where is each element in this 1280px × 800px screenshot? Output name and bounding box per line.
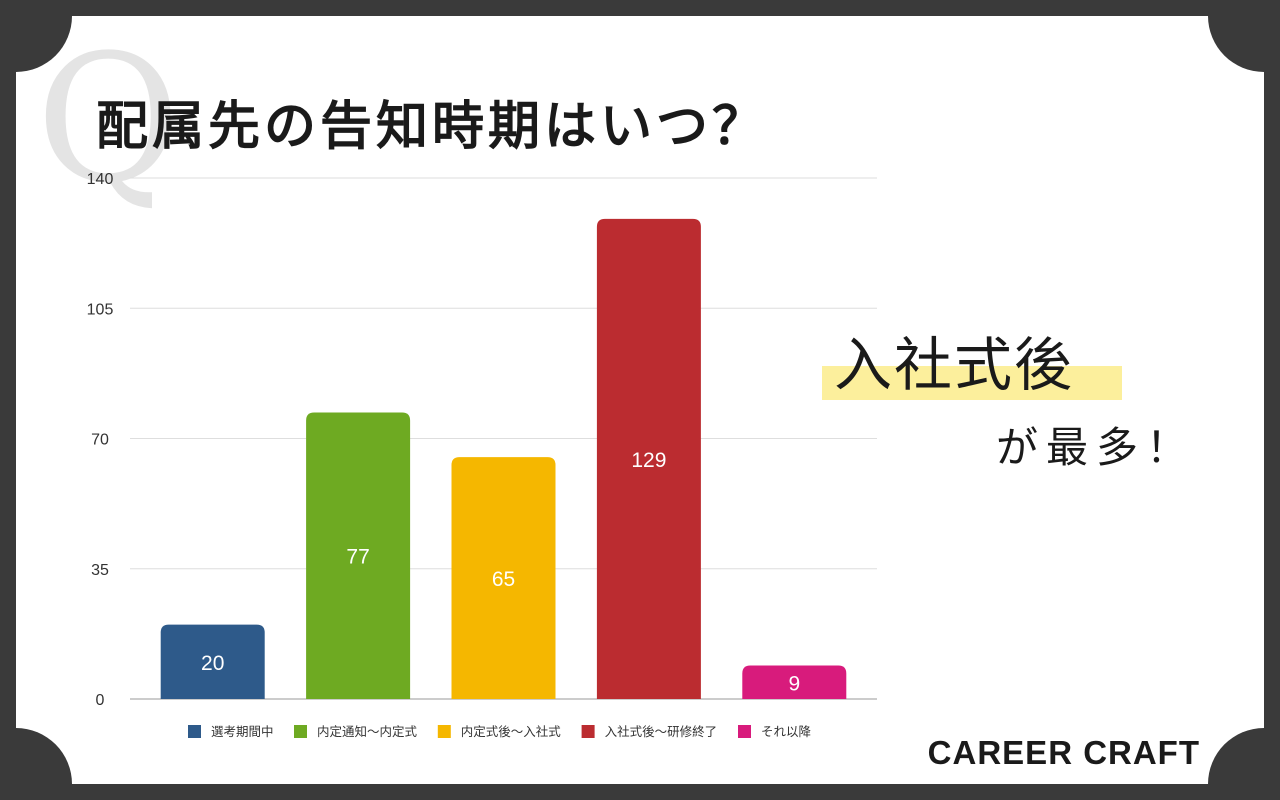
legend-label: それ以降 xyxy=(761,724,812,739)
bar xyxy=(451,457,556,699)
brand-logo: CAREER CRAFT xyxy=(927,734,1200,771)
bar-data-label: 77 xyxy=(346,546,369,569)
legend-swatch xyxy=(581,725,595,738)
legend-swatch xyxy=(738,725,751,738)
y-tick-label: 70 xyxy=(91,432,109,449)
page-title: 配属先の告知時期はいつ？ xyxy=(96,97,769,157)
y-tick-label: 140 xyxy=(87,171,114,188)
y-tick-label: 35 xyxy=(91,562,109,579)
legend-swatch xyxy=(294,725,307,738)
legend-label: 内定通知〜内定式 xyxy=(317,724,418,739)
legend-label: 内定式後〜入社式 xyxy=(461,724,562,739)
bar-data-label: 129 xyxy=(631,449,666,472)
bar-chart: 0 35 70 105 140 20 77 65 129 9 選考期間中 内定通知〜内定式 内定式後〜入… xyxy=(87,171,877,739)
bar xyxy=(742,665,847,699)
bar-data-label: 20 xyxy=(201,652,224,675)
bar xyxy=(596,218,701,699)
bar xyxy=(306,412,411,699)
legend-label: 入社式後〜研修終了 xyxy=(605,724,718,739)
y-tick-label: 105 xyxy=(87,301,114,318)
highlight-marker xyxy=(822,366,1122,400)
highlight-sub-text: が最多！ xyxy=(996,423,1197,472)
highlight-main-text: 入社式後 xyxy=(834,331,1075,399)
legend-swatch xyxy=(188,725,201,738)
bar xyxy=(160,624,265,699)
legend-swatch xyxy=(437,725,451,738)
bar-data-label: 65 xyxy=(492,568,515,591)
y-tick-label: 0 xyxy=(96,692,105,709)
legend-label: 選考期間中 xyxy=(211,724,274,739)
bar-data-label: 9 xyxy=(788,672,800,695)
